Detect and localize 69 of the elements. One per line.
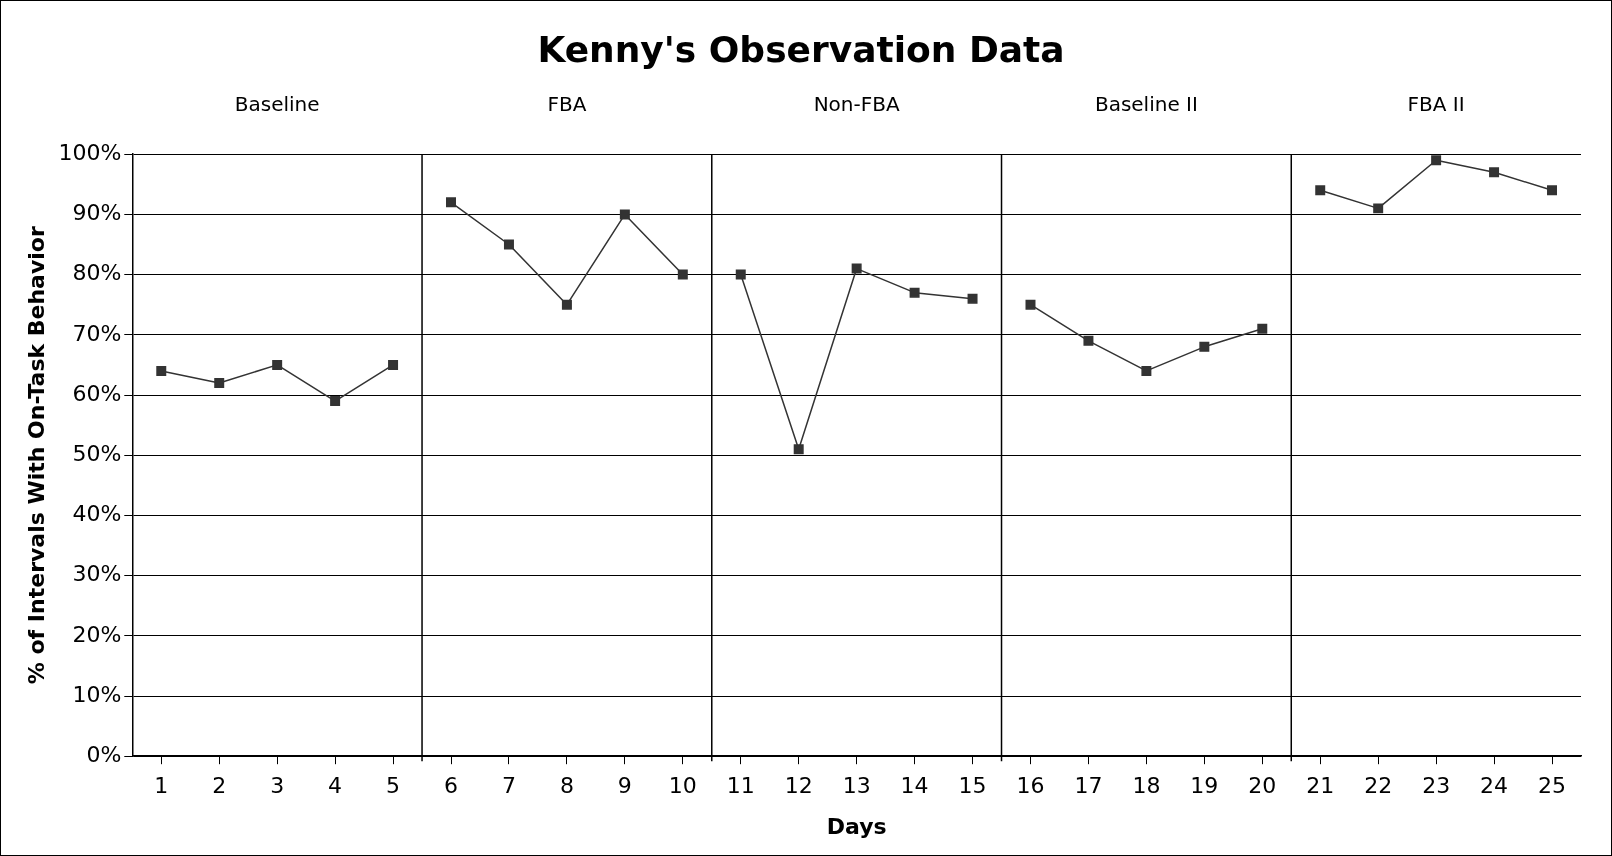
point bbox=[793, 444, 804, 455]
point bbox=[1547, 185, 1558, 196]
point bbox=[619, 209, 630, 220]
point bbox=[1257, 323, 1268, 334]
x-tick-label: 24 bbox=[1480, 773, 1509, 799]
point bbox=[851, 263, 862, 274]
x-tick-label: 16 bbox=[1016, 773, 1045, 799]
x-tick-label: 14 bbox=[900, 773, 929, 799]
y-tick-label: 0% bbox=[86, 741, 122, 767]
text: Baseline bbox=[234, 92, 320, 117]
x-tick-label: 9 bbox=[617, 773, 632, 799]
point bbox=[561, 299, 572, 310]
point bbox=[1431, 155, 1442, 166]
y-tick-label: 40% bbox=[72, 501, 122, 527]
point bbox=[330, 396, 341, 407]
chart-title: Kenny's Observation Data bbox=[537, 28, 1065, 70]
point bbox=[1489, 167, 1500, 178]
y-axis-title: % of Intervals With On-Task Behavior bbox=[23, 226, 49, 685]
point bbox=[503, 239, 514, 250]
text: FBA bbox=[547, 92, 587, 117]
point bbox=[909, 287, 920, 298]
point bbox=[214, 377, 225, 388]
x-tick-label: 8 bbox=[559, 773, 574, 799]
x-tick-label: 19 bbox=[1190, 773, 1219, 799]
x-tick-label: 2 bbox=[212, 773, 227, 799]
x-tick-label: 13 bbox=[842, 773, 871, 799]
x-axis-title: Days bbox=[826, 813, 887, 839]
x-tick-label: 20 bbox=[1248, 773, 1277, 799]
x-tick-label: 4 bbox=[328, 773, 343, 799]
x-tick-label: 7 bbox=[501, 773, 516, 799]
y-tick-label: 90% bbox=[72, 200, 122, 226]
x-tick-label: 18 bbox=[1132, 773, 1161, 799]
point bbox=[1141, 365, 1152, 376]
point bbox=[1199, 341, 1210, 352]
y-tick-label: 20% bbox=[72, 621, 122, 647]
y-tick-label: 50% bbox=[72, 440, 122, 466]
point bbox=[388, 359, 399, 370]
x-tick-label: 22 bbox=[1364, 773, 1393, 799]
point bbox=[1373, 203, 1384, 214]
point bbox=[677, 269, 688, 280]
point bbox=[272, 359, 283, 370]
x-tick-label: 21 bbox=[1306, 773, 1335, 799]
point bbox=[156, 365, 167, 376]
x-tick-label: 15 bbox=[958, 773, 987, 799]
x-tick-label: 17 bbox=[1074, 773, 1103, 799]
x-tick-label: 12 bbox=[784, 773, 813, 799]
x-tick-label: 1 bbox=[154, 773, 169, 799]
text: Baseline II bbox=[1094, 92, 1198, 117]
x-tick-label: 5 bbox=[386, 773, 401, 799]
y-tick-label: 70% bbox=[72, 320, 122, 346]
y-tick-label: 100% bbox=[58, 139, 122, 165]
text: Non-FBA bbox=[813, 92, 900, 117]
point bbox=[446, 197, 456, 208]
x-tick-label: 25 bbox=[1538, 773, 1567, 799]
point bbox=[1083, 335, 1094, 346]
x-tick-label: 10 bbox=[668, 773, 697, 799]
x-tick-label: 23 bbox=[1422, 773, 1451, 799]
x-tick-label: 3 bbox=[270, 773, 285, 799]
text: FBA II bbox=[1407, 92, 1465, 117]
y-tick-label: 60% bbox=[72, 380, 122, 406]
x-tick-label: 6 bbox=[444, 773, 459, 799]
y-tick-label: 80% bbox=[72, 260, 122, 286]
point bbox=[735, 269, 746, 280]
x-tick-label: 11 bbox=[726, 773, 755, 799]
y-tick-label: 10% bbox=[72, 681, 122, 707]
point bbox=[1025, 299, 1036, 310]
point bbox=[1315, 185, 1326, 196]
point bbox=[967, 293, 978, 304]
y-tick-label: 30% bbox=[72, 561, 122, 587]
